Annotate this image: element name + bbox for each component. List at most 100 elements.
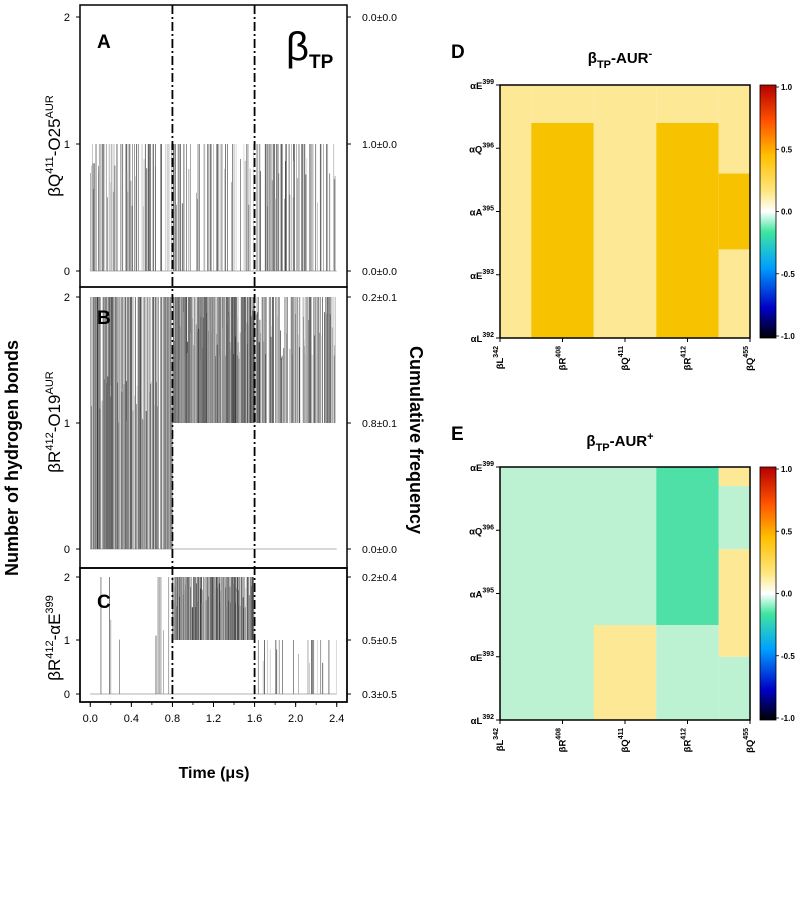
panel-letter-B: B <box>97 308 111 329</box>
heatmap-D-cell <box>718 85 750 174</box>
heatmap-D-xlabel-pre: βR <box>558 358 569 371</box>
x-tick-label: 0.8 <box>165 713 180 725</box>
heatmap-D-cell <box>656 85 719 123</box>
heatmap-E-xlabel: βR408 <box>556 728 569 752</box>
heatmap-E-ylabel-sup: 399 <box>482 461 494 468</box>
x-tick-label: 0.4 <box>124 713 139 725</box>
x-tick-label: 2.0 <box>288 713 303 725</box>
panel-C-ytick-label: 1 <box>64 635 70 647</box>
heatmap-E-xlabel-sup: 408 <box>556 728 563 740</box>
panel-letter-D: D <box>451 42 465 63</box>
panel-C-bars <box>90 577 337 695</box>
heatmap-E-title-mid: -AUR <box>610 433 648 450</box>
colorbar-E-label: 0.5 <box>781 527 793 536</box>
panel-A-bars <box>90 144 337 272</box>
panel-A-ylabel-sup1: 411 <box>44 156 56 174</box>
heatmap-E-ylabel: αL392 <box>471 714 494 727</box>
heatmap-D-title-pre: β <box>588 50 597 67</box>
colorbar-E: 1.0 0.5 0.0 -0.5 -1.0 <box>759 465 795 723</box>
x-tick-label: 1.2 <box>206 713 221 725</box>
heatmap-E-ylabel-pre: αE <box>470 463 482 474</box>
heatmap-E-xlabel: βQ411 <box>618 728 631 753</box>
panel-B-rtick-label: 0.8±0.1 <box>362 418 397 430</box>
panel-A-ylabel-sup2: AUR <box>44 95 56 118</box>
heatmap-E-xlabel-pre: βL <box>495 739 506 751</box>
panel-C-rtick-label: 0.3±0.5 <box>362 689 397 701</box>
heatmap-D-ylabel: αL392 <box>471 332 494 345</box>
heatmap-E-xlabel-pre: βQ <box>745 740 756 753</box>
panel-C-ylabel-pre: βR <box>45 659 64 681</box>
heatmap-E-cell <box>718 467 750 486</box>
heatmap-D-title: βTP-AUR- <box>588 48 653 71</box>
heatmap-D-cells <box>500 85 750 338</box>
heatmap-E-xlabel-sup: 412 <box>681 728 688 740</box>
heatmap-D-xlabel-pre: βQ <box>620 357 631 370</box>
heatmap-E-title-sub: TP <box>596 442 610 454</box>
heatmap-D-xlabel-sup: 455 <box>743 346 750 358</box>
heatmap-D-xlabel-sup: 408 <box>556 346 563 358</box>
heatmap-E-ylabel-pre: αQ <box>469 526 482 537</box>
x-axis-title: Time (μs) <box>179 765 250 782</box>
panel-C-ylabel-sup1: 412 <box>44 640 56 658</box>
time-markers <box>171 5 256 702</box>
panel-B-ylabel-sup1: 412 <box>44 432 56 450</box>
panel-A-ytick-label: 0 <box>64 266 70 278</box>
panel-B-rtick-label: 0.2±0.1 <box>362 292 397 304</box>
heatmap-D-ylabel: αE393 <box>470 269 494 282</box>
panel-C-rtick-label: 0.2±0.4 <box>362 572 397 584</box>
heatmap-D-xlabel-sup: 412 <box>681 346 688 358</box>
heatmap-E-xlabel-pre: βR <box>558 740 569 753</box>
heatmap-D-ylabel: αA395 <box>470 206 494 219</box>
heatmap-E-ylabel-sup: 395 <box>482 588 494 595</box>
heatmap-D-xlabel-pre: βR <box>683 358 694 371</box>
colorbar-E-label: 0.0 <box>781 590 793 599</box>
panel-B-ytick-label: 0 <box>64 544 70 556</box>
heatmap-E-xlabel: βQ455 <box>743 728 756 753</box>
panel-B-ylabel-pre: βR <box>45 451 64 473</box>
heatmap-D-ylabel-sup: 396 <box>482 142 494 149</box>
heatmap-E-xlabel: βR412 <box>681 728 694 752</box>
heatmap-E-xlabel-sup: 455 <box>743 728 750 740</box>
x-tick-label: 1.6 <box>247 713 262 725</box>
heatmap-D-title-sub: TP <box>597 59 611 71</box>
panel-A-rtick-label: 0.0±0.0 <box>362 12 397 24</box>
heatmap-E-cell <box>593 625 657 720</box>
heatmap-D-xlabel-pre: βL <box>495 357 506 369</box>
heatmap-D-cell <box>500 85 532 338</box>
heatmap-D-title-mid: -AUR <box>611 50 649 67</box>
heatmap-D-cell <box>531 85 594 123</box>
heatmap-D-ylabel-pre: αQ <box>469 144 482 155</box>
panel-B-ylabel: βR412-O19AUR <box>44 371 64 472</box>
heatmap-E-title-sup: + <box>647 431 653 443</box>
panel-C-ylabel-mid: -αE <box>45 614 64 641</box>
heatmap-D-cell <box>718 249 750 338</box>
heatmap-E-title: βTP-AUR+ <box>586 431 653 454</box>
colorbar-E-gradient <box>759 466 777 721</box>
main-title-beta: β <box>286 25 309 69</box>
heatmap-D-xlabel: βQ411 <box>618 346 631 371</box>
heatmap-D-ylabel-sup: 392 <box>482 332 494 339</box>
heatmap-E-ylabel-sup: 392 <box>482 714 494 721</box>
heatmap-E-title-pre: β <box>586 433 595 450</box>
x-tick-label: 2.4 <box>329 713 344 725</box>
heatmap-E-ylabel-pre: αL <box>471 716 483 727</box>
x-axis-title-mu: μ <box>225 765 235 782</box>
heatmap-D-ylabel-pre: αE <box>470 81 482 92</box>
colorbar-E-label: -1.0 <box>781 714 795 723</box>
panel-C-ylabel: βR412-αE399 <box>44 595 64 681</box>
panel-A-ylabel-pre: βQ <box>45 174 64 197</box>
heatmap-E-cells <box>500 467 750 720</box>
heatmap-D-ylabel-pre: αL <box>471 334 483 345</box>
heatmap-D-xlabel: βR408 <box>556 346 569 370</box>
heatmap-D-xlabel-pre: βQ <box>745 358 756 371</box>
heatmap-D-xlabel-sup: 342 <box>493 346 500 358</box>
colorbar-E-ticks: 1.0 0.5 0.0 -0.5 -1.0 <box>776 465 795 723</box>
heatmap-D-xlabel: βQ455 <box>743 346 756 371</box>
heatmap-E-xlabel-sup: 342 <box>493 728 500 740</box>
